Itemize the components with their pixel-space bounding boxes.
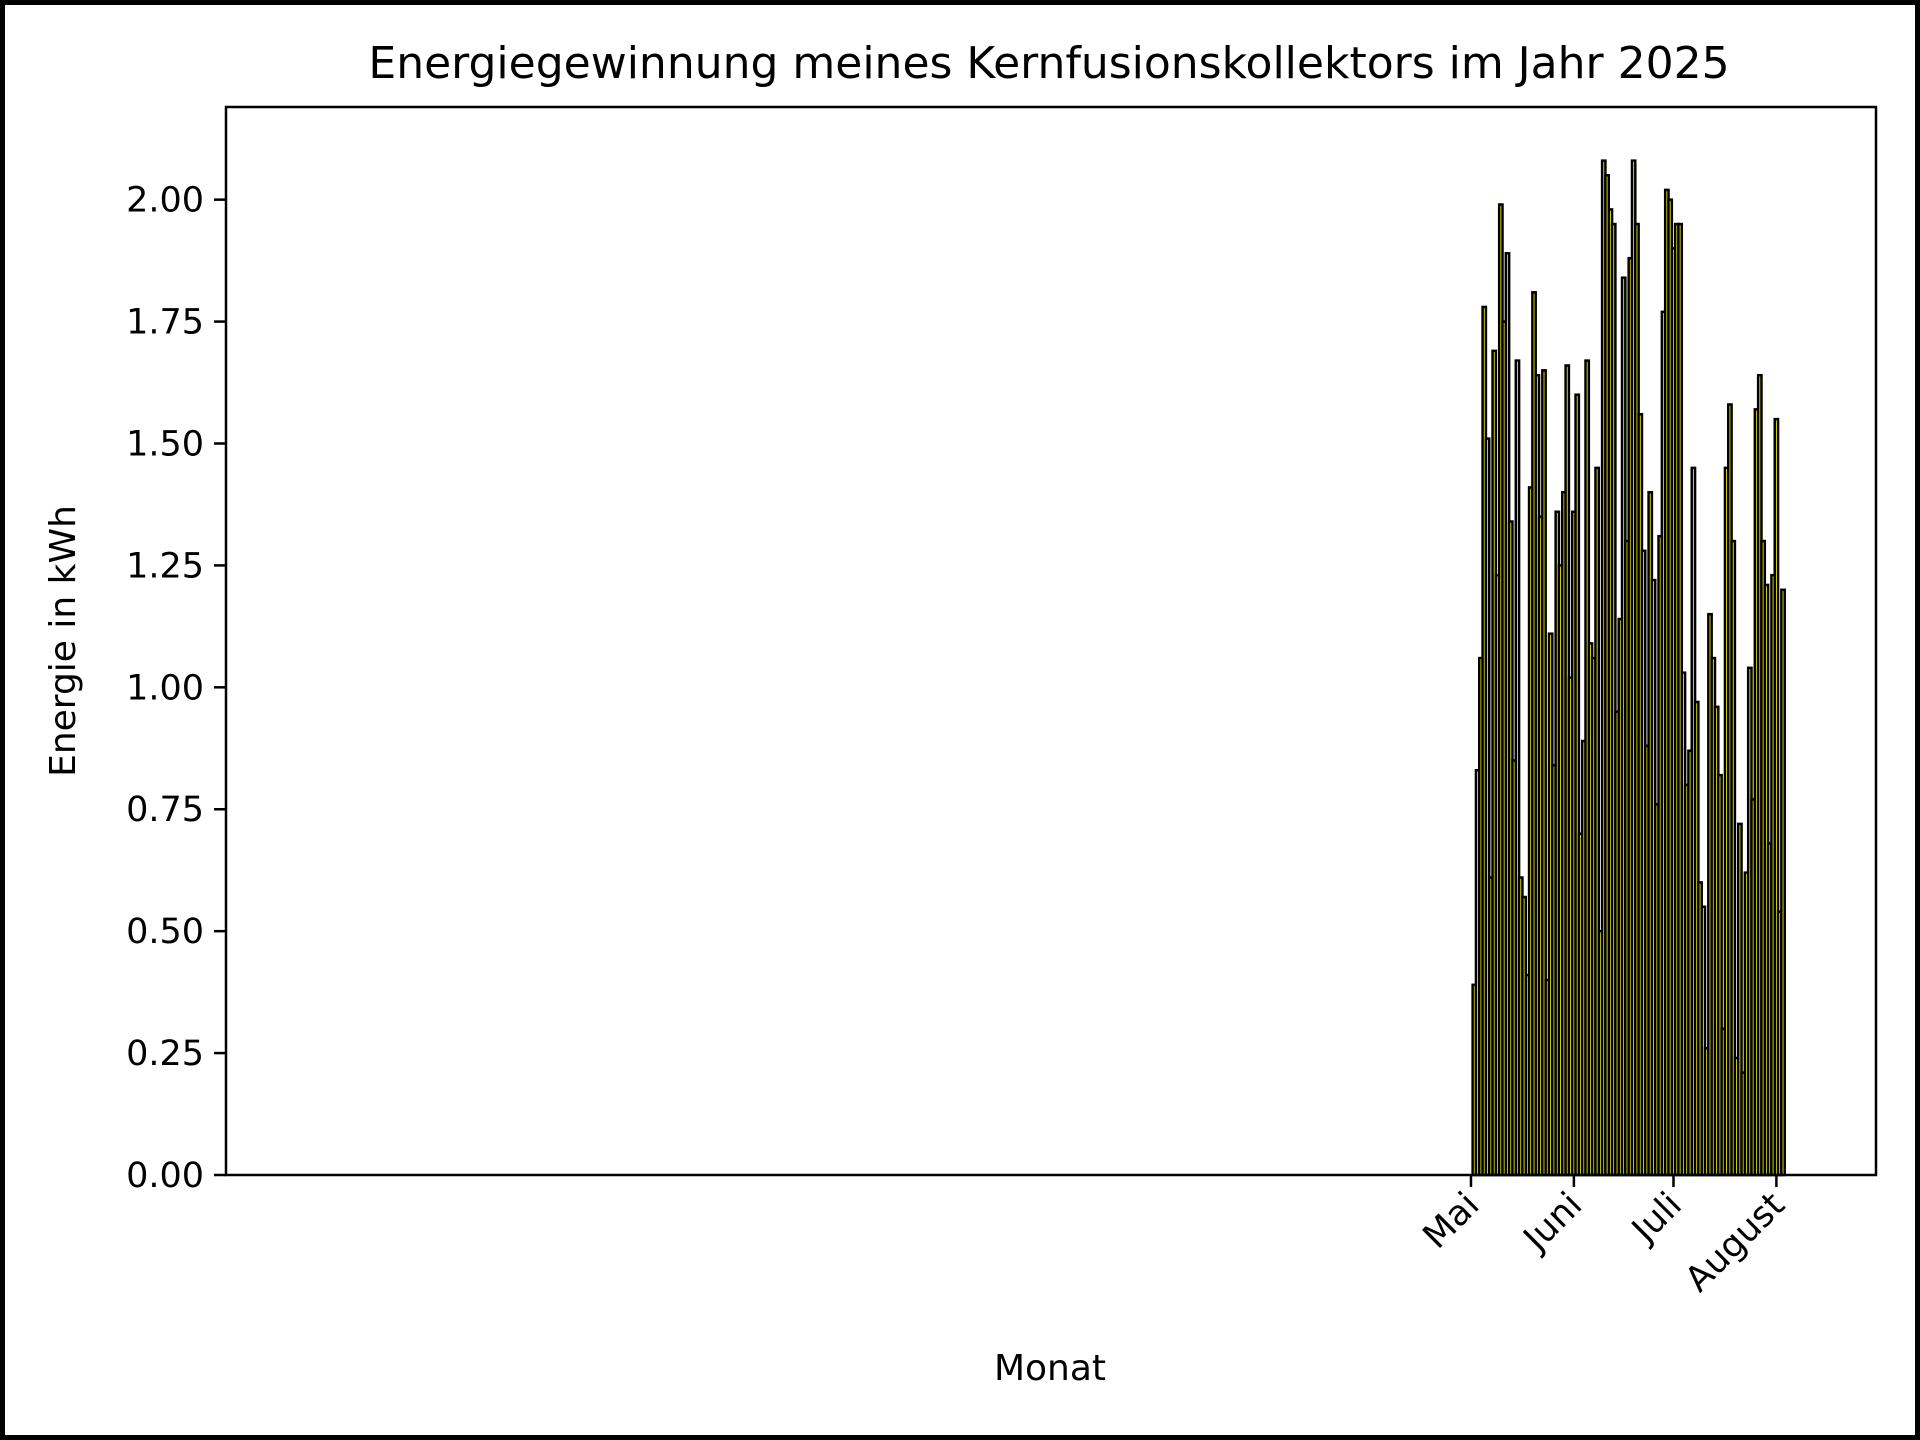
y-tick-label: 1.00 xyxy=(126,668,204,708)
bars-layer xyxy=(1471,159,1786,1177)
y-axis-label: Energie in kWh xyxy=(43,505,84,777)
x-axis-label: Monat xyxy=(994,1348,1106,1389)
x-tick-label: Juli xyxy=(1623,1185,1689,1251)
plot-area-frame xyxy=(224,105,1878,1177)
y-tick-label: 0.75 xyxy=(126,790,204,830)
x-tick-label: Mai xyxy=(1416,1185,1488,1257)
y-tick-label: 2.00 xyxy=(126,181,204,221)
chart-title: Energiegewinnung meines Kernfusionskolle… xyxy=(368,38,1729,89)
y-tick-label: 0.00 xyxy=(126,1156,204,1196)
y-tick-label: 1.50 xyxy=(126,424,204,464)
y-tick-label: 0.25 xyxy=(126,1034,204,1074)
y-tick-label: 1.25 xyxy=(126,546,204,586)
x-tick-label: Juni xyxy=(1515,1185,1590,1260)
x-tick-label: August xyxy=(1678,1185,1793,1300)
y-tick-label: 1.75 xyxy=(126,303,204,343)
y-axis: 0.00 0.25 0.50 0.75 1.00 1.25 1.50 1.75 2.00 xyxy=(126,181,226,1196)
y-tick-label: 0.50 xyxy=(126,912,204,952)
bar xyxy=(1780,588,1786,1177)
